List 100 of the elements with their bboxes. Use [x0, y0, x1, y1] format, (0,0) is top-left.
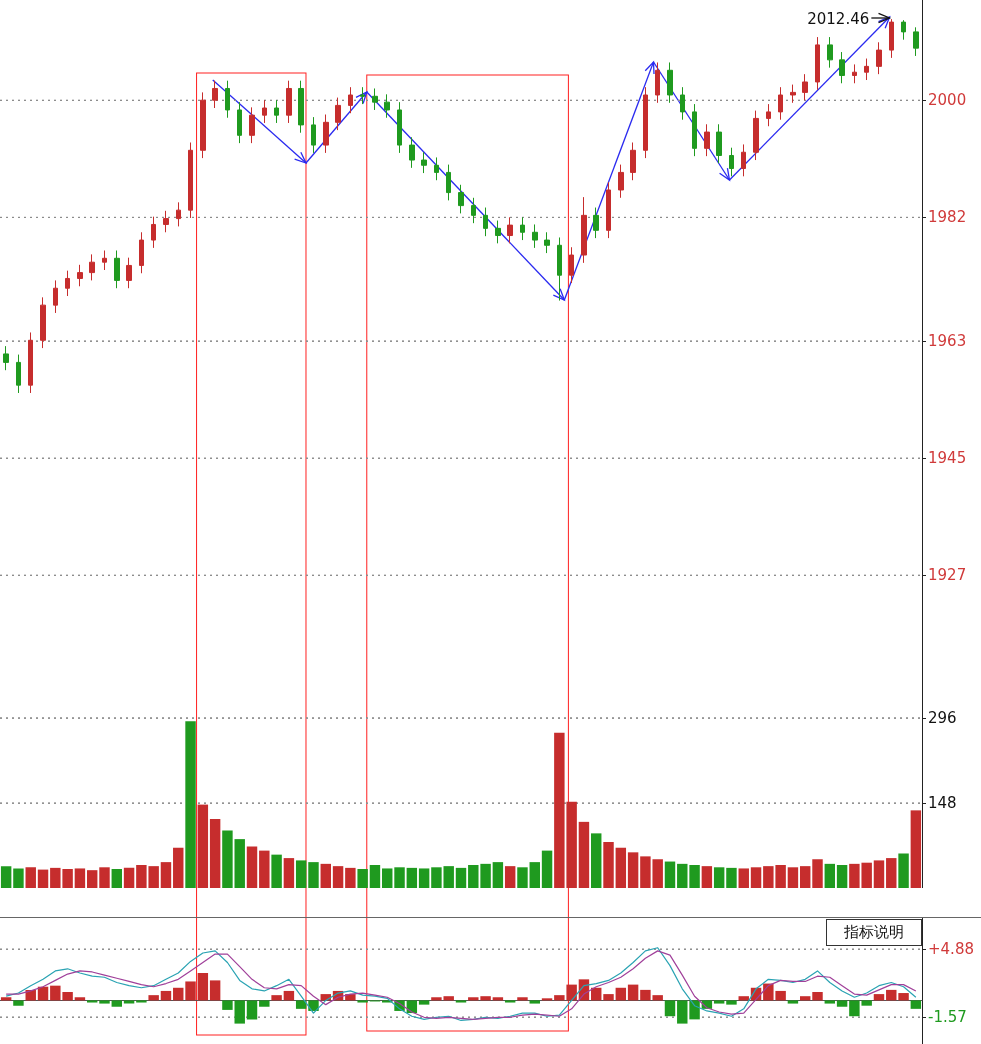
bar	[726, 1000, 737, 1005]
candlestick	[741, 143, 746, 177]
candlestick	[114, 249, 120, 289]
candlestick	[102, 249, 107, 271]
bar	[627, 984, 639, 1001]
bar	[259, 850, 270, 888]
candlestick	[667, 61, 673, 104]
bar	[283, 858, 295, 888]
candlestick	[126, 257, 132, 289]
bar	[886, 989, 897, 1001]
bar	[308, 862, 319, 888]
candlestick	[790, 84, 796, 104]
bar	[799, 996, 811, 1001]
candlestick	[692, 103, 697, 157]
bar	[787, 867, 799, 888]
bar	[37, 869, 49, 888]
candlestick	[630, 141, 636, 181]
candlestick	[3, 345, 9, 371]
bar	[578, 821, 590, 888]
candlestick	[298, 80, 304, 134]
bar	[0, 866, 12, 888]
bar	[750, 867, 762, 888]
candlestick	[237, 101, 242, 144]
bar	[738, 868, 749, 888]
candlestick	[200, 91, 206, 159]
bar	[627, 852, 639, 888]
bar	[74, 997, 86, 1001]
bar	[418, 868, 430, 888]
bar	[320, 863, 331, 888]
bar	[603, 841, 614, 888]
candlestick	[188, 141, 193, 219]
candlestick	[532, 223, 538, 249]
bar	[418, 1000, 430, 1005]
bar	[836, 864, 848, 888]
candlestick	[151, 216, 156, 249]
bar	[332, 866, 344, 888]
candlestick	[593, 207, 599, 239]
bar	[836, 1000, 848, 1007]
candlestick	[753, 110, 759, 161]
candlestick	[212, 80, 218, 109]
bar	[25, 867, 36, 888]
candlestick	[827, 36, 833, 69]
candlestick	[65, 270, 70, 297]
bar	[123, 867, 135, 888]
bar	[824, 863, 836, 888]
bar	[529, 1000, 540, 1004]
bar	[529, 862, 540, 888]
candlestick	[643, 86, 648, 159]
y-tick-label: 1963	[928, 331, 967, 350]
y-tick-label: 1982	[928, 208, 967, 227]
bar	[173, 847, 184, 888]
candlestick	[16, 354, 21, 394]
candlestick	[876, 41, 882, 75]
bar	[824, 1000, 836, 1004]
candlestick	[77, 264, 83, 287]
bar	[86, 1000, 98, 1003]
bar	[99, 867, 110, 888]
bar	[185, 981, 196, 1001]
bar	[123, 1000, 135, 1004]
bar	[898, 993, 909, 1001]
bar	[664, 861, 676, 888]
bar	[541, 998, 553, 1001]
bar	[799, 866, 811, 888]
bar	[873, 860, 885, 888]
bar	[713, 1000, 725, 1004]
candlestick	[901, 19, 906, 41]
bar	[246, 1000, 258, 1020]
candlestick	[323, 114, 329, 154]
candlestick	[839, 51, 845, 84]
bar	[615, 987, 627, 1001]
bar	[910, 1000, 922, 1009]
bar	[812, 859, 823, 888]
bar	[99, 1000, 110, 1004]
candlestick	[89, 253, 95, 281]
candlestick	[286, 80, 292, 124]
bar	[898, 853, 909, 888]
bar	[271, 995, 282, 1001]
candlestick	[397, 101, 402, 154]
bar	[197, 973, 209, 1001]
candlestick	[274, 99, 279, 124]
bar	[787, 1000, 799, 1004]
candlestick	[889, 18, 894, 59]
candlestick	[225, 80, 230, 119]
candlestick	[569, 246, 574, 284]
candlestick	[618, 164, 624, 199]
candlestick	[680, 86, 685, 121]
candlestick	[729, 147, 734, 177]
bar	[345, 867, 356, 888]
bar	[246, 846, 258, 888]
candlestick	[262, 99, 267, 124]
bar	[603, 994, 614, 1001]
y-tick-label: -1.57	[928, 1007, 967, 1026]
candlestick	[434, 156, 439, 181]
bar	[504, 1000, 516, 1003]
candlestick	[852, 63, 857, 84]
candlestick	[606, 181, 611, 239]
explanation-button[interactable]: 指标说明	[826, 919, 922, 946]
bar	[209, 980, 221, 1001]
y-tick-label: 2000	[928, 91, 967, 110]
bar	[726, 867, 737, 888]
